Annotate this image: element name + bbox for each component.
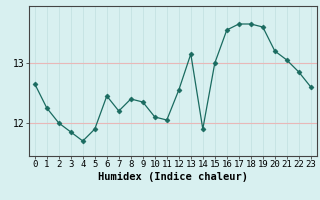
X-axis label: Humidex (Indice chaleur): Humidex (Indice chaleur) bbox=[98, 172, 248, 182]
